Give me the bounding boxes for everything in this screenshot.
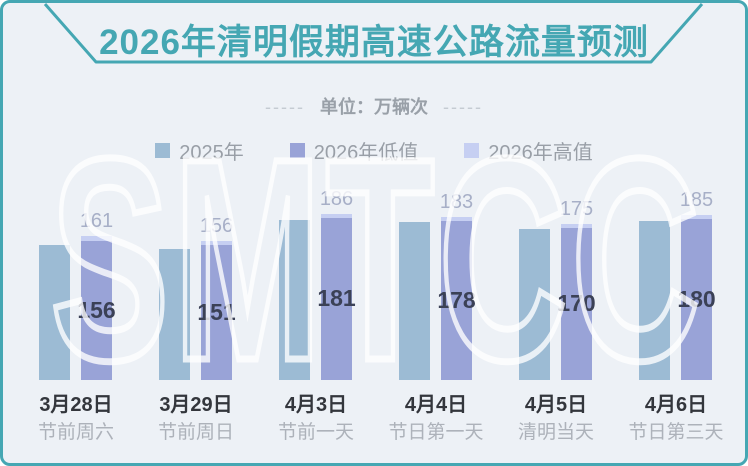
category-note: 节日第三天 [628, 422, 724, 443]
bar-2026-low [561, 228, 592, 380]
bar-chart: 161 156 3月28日节前周六 156 151 3月29日节前周日 186 181 4月3日… [3, 3, 745, 463]
bar-2025 [279, 220, 310, 380]
category-date: 4月3日 [284, 394, 348, 416]
value-label-high: 186 [319, 188, 354, 210]
page-title: 2026年清明假期高速公路流量预测 [99, 23, 649, 62]
bar-2026-high-cap [561, 224, 592, 228]
category-date: 4月4日 [404, 394, 468, 416]
value-label-high: 175 [559, 198, 594, 220]
category-note: 节日第一天 [388, 422, 484, 443]
category-date: 3月29日 [159, 394, 233, 416]
unit-caption: ----- 单位：万辆次 ----- [3, 93, 745, 119]
bar-2025 [159, 249, 190, 380]
value-label-high: 156 [199, 215, 234, 237]
bar-2025 [639, 221, 670, 380]
value-label-low: 170 [557, 290, 596, 316]
legend-item-2026-low: 2026年低值 [289, 136, 419, 165]
value-label-low: 156 [77, 296, 116, 323]
legend-label-2025: 2025年 [179, 142, 244, 164]
bar-2026-high-cap [321, 214, 352, 218]
legend: 2025年 2026年低值 2026年高值 [3, 136, 745, 165]
category-note: 节前周日 [157, 422, 234, 443]
category-date: 4月6日 [644, 394, 708, 416]
value-label-low: 151 [197, 298, 236, 325]
bar-2026-high-cap [681, 215, 712, 219]
category-note: 节前一天 [277, 422, 354, 443]
bar-2026-high-cap [441, 217, 472, 221]
bar-2026-low [201, 245, 232, 380]
bar-2025 [39, 245, 70, 380]
value-label-high: 185 [679, 189, 714, 211]
value-label-high: 161 [79, 210, 114, 232]
legend-item-2025: 2025年 [155, 136, 244, 165]
legend-label-2026-low: 2026年低值 [313, 142, 419, 164]
category-date: 3月28日 [39, 394, 113, 416]
category-note: 清明当天 [517, 422, 594, 443]
legend-item-2026-high: 2026年高值 [464, 136, 593, 165]
bar-2026-low [321, 218, 352, 380]
legend-label-2026-high: 2026年高值 [488, 142, 593, 164]
unit-label: 单位：万辆次 [320, 97, 428, 117]
value-label-low: 178 [437, 286, 476, 313]
value-label-low: 181 [317, 285, 356, 311]
legend-swatch-2025 [155, 143, 171, 158]
title-banner-outline [43, 3, 704, 64]
bar-2025 [399, 222, 430, 380]
value-label-high: 183 [439, 191, 474, 213]
bar-2025 [519, 229, 550, 380]
legend-swatch-2026-high [464, 143, 480, 158]
value-label-low: 180 [677, 285, 716, 312]
bar-2026-low [81, 241, 112, 380]
bar-2026-low [681, 219, 712, 380]
unit-dash-left: ----- [265, 97, 305, 117]
bar-2026-low [441, 221, 472, 380]
legend-swatch-2026-low [289, 143, 305, 158]
bar-2026-high-cap [201, 241, 232, 245]
bar-2026-high-cap [81, 236, 112, 241]
category-date: 4月5日 [524, 394, 588, 416]
unit-dash-right: ----- [443, 97, 483, 117]
category-note: 节前周六 [37, 422, 114, 443]
